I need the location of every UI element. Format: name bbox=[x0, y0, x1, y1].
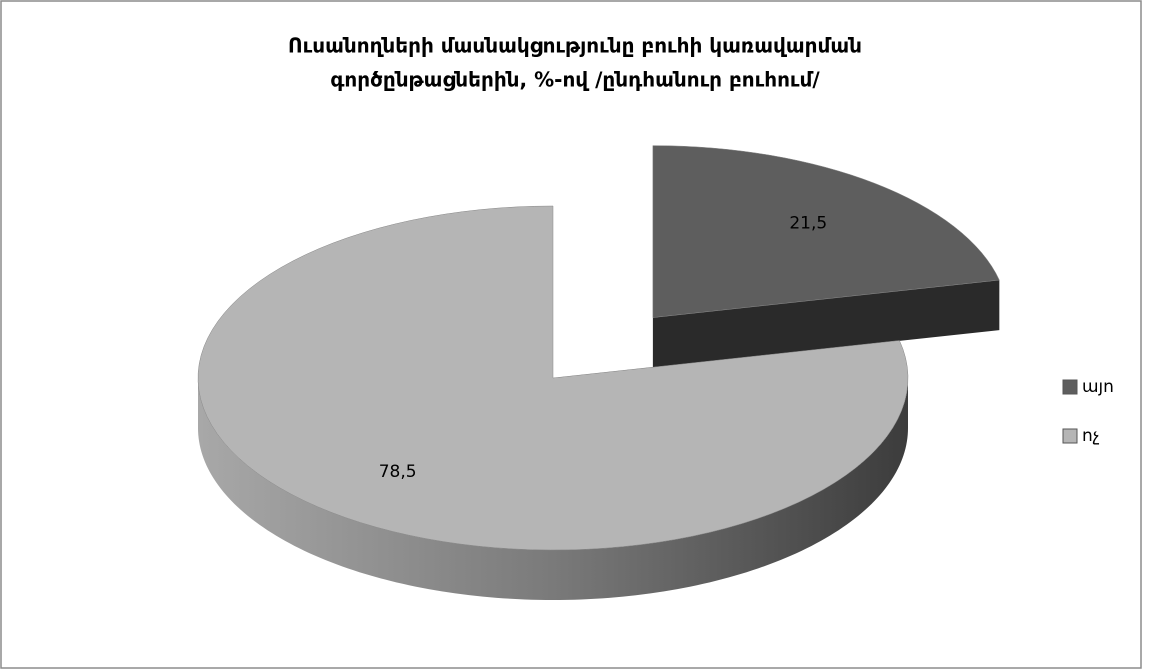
chart-title: գործընթացներին, %-ով /ընդհանուր բուհում/ bbox=[330, 68, 820, 92]
legend-swatch bbox=[1062, 379, 1078, 395]
pie-slice bbox=[652, 145, 1000, 318]
legend-label: այո bbox=[1082, 377, 1114, 397]
data-label: 21,5 bbox=[789, 214, 827, 234]
slice-side bbox=[198, 378, 908, 600]
data-label: 78,5 bbox=[379, 462, 417, 482]
pie-slice bbox=[197, 205, 909, 551]
chart-title: Ուսանողների մասնակցությունը բուհի կառավա… bbox=[288, 34, 862, 58]
legend-label: ոչ bbox=[1082, 426, 1100, 446]
slice-cut-face bbox=[652, 280, 1000, 368]
legend-swatch bbox=[1062, 428, 1078, 444]
